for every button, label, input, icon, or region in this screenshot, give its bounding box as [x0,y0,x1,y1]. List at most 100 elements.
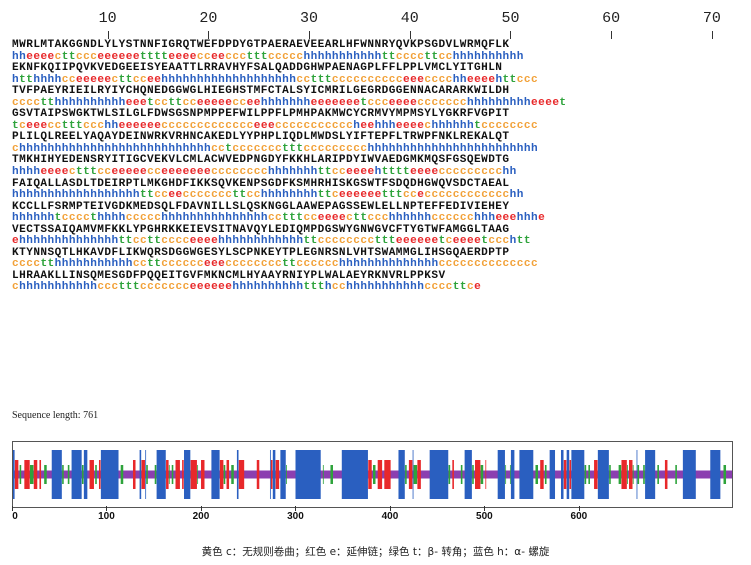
turn-segment [544,465,547,484]
ruler-tick-label: 40 [400,10,419,27]
sequence-row: GSVTAIPSWGKTWLSILGLFDWSGSNPMPPEFWILPPFLP… [12,108,510,121]
helix-segment [156,450,166,499]
turn-segment [535,465,539,484]
turn-segment [120,465,124,484]
ruler-tick-label: 30 [300,10,319,27]
ruler-tick-label: 50 [501,10,520,27]
strand-segment [368,460,372,489]
helix-segment [280,450,286,499]
helix-segment [510,450,515,499]
ruler-tick-label: 20 [199,10,218,27]
strand-segment [377,460,383,489]
turn-segment [627,465,628,484]
sequence-row: LHRAAKLLINSQMESGDFPQQEITGVFMKNCMLHYAAYRN… [12,269,446,282]
strand-segment [89,460,94,489]
structure-row: cccctthhhhhhhhhhhccttcccccceeecccccccctt… [12,258,539,271]
strand-segment [175,460,180,489]
helix-segment [398,450,405,499]
helix-segment [184,450,191,499]
turn-segment [197,465,199,484]
turn-segment [675,465,677,484]
sequence-row: TMKHIHYEDENSRYITIGCVEKVLCMLACWVEDPNGDYFK… [12,154,510,167]
strand-segment [24,460,30,489]
helix-segment [412,450,414,499]
strand-segment [569,460,572,489]
structure-row: htthhhhcceeeeecttcceehhhhhhhhhhhhhhhhhhh… [12,73,539,86]
strand-segment [166,460,169,489]
turn-segment [509,465,511,484]
axis-tick [295,506,297,511]
strand-segment [408,460,413,489]
legend-caption: 黄色 c：无规则卷曲；红色 e：延伸链；绿色 t：β- 转角；蓝色 h：α- 螺… [201,546,550,558]
structure-row: cccctthhhhhhhhhheeetccttcceeeeecceehhhhh… [12,96,567,109]
helix-segment [597,450,609,499]
axis-label: 600 [570,511,588,522]
axis-label: 100 [98,511,115,522]
helix-segment [571,450,585,499]
helix-segment [295,450,321,499]
helix-segment [100,450,119,499]
strand-segment [664,460,668,489]
helix-segment [710,450,721,499]
strand-segment [621,460,627,489]
turn-segment [657,465,659,484]
ruler-tick-mark [309,31,311,39]
strand-segment [452,460,454,489]
strand-segment [14,460,19,489]
turn-segment [405,465,407,484]
helix-segment [13,450,15,499]
strand-segment [182,460,184,489]
strand-segment [33,460,38,489]
turn-segment [44,465,47,484]
position-ruler: 10 20 30 40 50 60 70 [12,8,732,40]
helix-segment [51,450,62,499]
helix-segment [464,450,472,499]
turn-segment [584,465,587,484]
helix-segment [269,450,271,499]
turn-segment [618,465,622,484]
turn-segment [609,465,611,484]
helix-segment [139,450,142,499]
sequence-row: EKNFKQIIPQVKVEDGEEISYEAATTLRRAVHYFSALQAD… [12,62,503,75]
strand-segment [485,460,487,489]
axis-tick [12,506,13,511]
strand-segment [98,460,101,489]
strand-segment [219,460,224,489]
turn-segment [154,465,157,484]
axis-label: 0 [12,511,18,522]
structure-row: chhhhhhhhhhhhhhhhhhhhhhhhhhhcctccccccctt… [12,142,539,155]
coil-band [13,470,732,479]
axis-label: 300 [287,511,304,522]
structure-row: ehhhhhhhhhhhhhhttccttcccceeeehhhhhhhhhhh… [12,235,531,248]
structure-row: hheeeecttccceeeeeetttteeeecceeccctttcccc… [12,50,524,63]
helix-segment [236,450,239,499]
axis-tick [200,506,202,511]
ruler-tick-mark [611,31,613,39]
turn-segment [723,465,727,484]
turn-segment [62,465,64,484]
axis-tick [389,506,391,511]
turn-segment [286,465,287,484]
turn-segment [30,465,34,484]
ruler-tick-label: 60 [602,10,621,27]
strand-segment [275,460,280,489]
strand-segment [141,460,145,489]
turn-segment [372,465,376,484]
helix-segment [71,450,82,499]
turn-segment [505,465,507,484]
strand-segment [563,460,567,489]
strand-segment [201,460,205,489]
turn-segment [95,465,97,484]
sequence-row: KCCLLFSRMPTEIVGDKMEDSQLFDAVNILLSLQSKNGGL… [12,200,510,213]
sequence-row: MWRLMTAKGGNDLYLYSTNNFIGRQTWEFDPDYGTPAERA… [12,39,510,51]
turn-segment [322,465,324,484]
structure-row: chhhhhhhhhhhccctttccccccceeeeeehhhhhhhhh… [12,281,482,294]
turn-segment [231,465,234,484]
strand-segment [238,460,245,489]
turn-segment [637,465,640,484]
turn-segment [168,465,170,484]
helix-segment [636,450,638,499]
strand-segment [39,460,42,489]
structure-row: hhhhhhtccccthhhhccccchhhhhhhhhhhhhhhcctt… [12,212,546,225]
